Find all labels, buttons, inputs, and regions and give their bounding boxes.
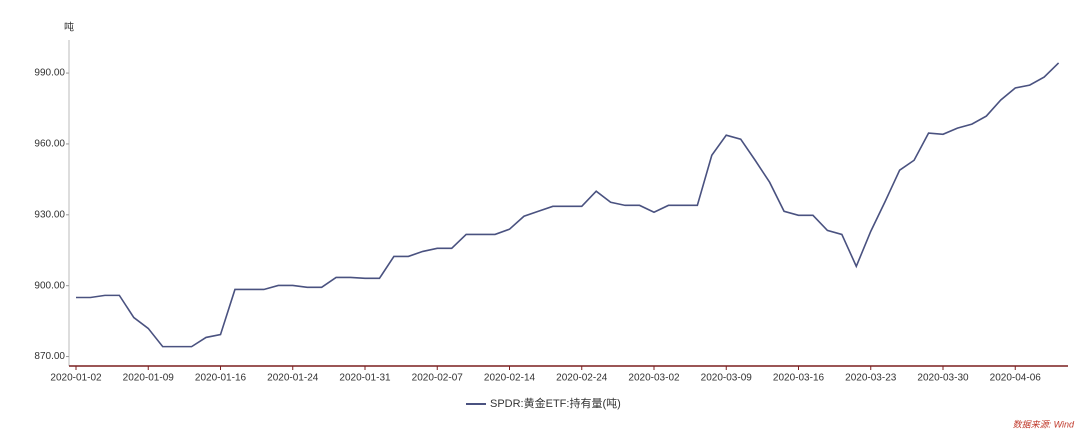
legend-label: SPDR:黄金ETF:持有量(吨)	[490, 396, 621, 410]
x-tick-label: 2020-01-16	[195, 373, 247, 384]
source-note: 数据来源: Wind	[1013, 419, 1075, 429]
x-tick-label: 2020-03-02	[628, 373, 680, 384]
x-tick-label: 2020-01-24	[267, 373, 319, 384]
x-tick-label: 2020-03-16	[773, 373, 825, 384]
x-tick-label: 2020-04-06	[990, 373, 1042, 384]
x-tick-label: 2020-03-09	[701, 373, 753, 384]
x-tick-label: 2020-01-02	[50, 373, 102, 384]
y-axis-label: 吨	[64, 21, 74, 34]
x-tick-label: 2020-01-31	[339, 373, 391, 384]
x-tick-label: 2020-02-24	[556, 373, 608, 384]
x-tick-label: 2020-01-09	[123, 373, 175, 384]
y-tick-label: 900.00	[34, 280, 65, 291]
y-tick-label: 930.00	[34, 209, 65, 220]
x-tick-label: 2020-03-30	[917, 373, 969, 384]
x-tick-label: 2020-03-23	[845, 373, 897, 384]
x-tick-label: 2020-02-07	[412, 373, 464, 384]
series-line	[76, 62, 1060, 348]
x-tick-label: 2020-02-14	[484, 373, 536, 384]
y-tick-label: 960.00	[34, 139, 65, 150]
y-tick-label: 870.00	[34, 351, 65, 362]
y-tick-label: 990.00	[34, 68, 65, 79]
